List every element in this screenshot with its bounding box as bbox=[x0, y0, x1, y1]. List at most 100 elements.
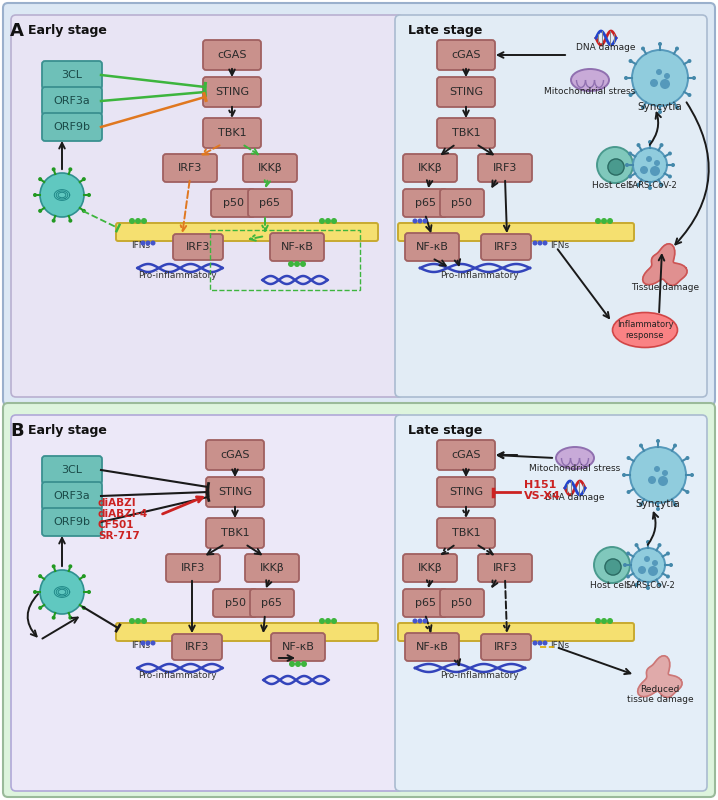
FancyBboxPatch shape bbox=[42, 113, 102, 141]
Text: IFNs: IFNs bbox=[131, 241, 150, 250]
Circle shape bbox=[648, 140, 652, 144]
Circle shape bbox=[52, 616, 56, 620]
Circle shape bbox=[628, 174, 632, 178]
Circle shape bbox=[660, 183, 663, 187]
FancyBboxPatch shape bbox=[395, 415, 707, 791]
Circle shape bbox=[82, 574, 86, 578]
Circle shape bbox=[331, 218, 337, 224]
FancyBboxPatch shape bbox=[42, 61, 102, 89]
Circle shape bbox=[135, 218, 141, 224]
Circle shape bbox=[623, 563, 627, 567]
FancyBboxPatch shape bbox=[206, 440, 264, 470]
Text: Reduced
tissue damage: Reduced tissue damage bbox=[627, 685, 694, 704]
Ellipse shape bbox=[612, 313, 678, 347]
Circle shape bbox=[626, 574, 630, 578]
Circle shape bbox=[68, 167, 73, 171]
Circle shape bbox=[543, 241, 548, 246]
FancyBboxPatch shape bbox=[11, 15, 403, 397]
Circle shape bbox=[648, 186, 652, 190]
Circle shape bbox=[687, 59, 691, 63]
Circle shape bbox=[151, 241, 156, 246]
Circle shape bbox=[646, 586, 650, 590]
Circle shape bbox=[660, 143, 663, 147]
Text: Syncytia: Syncytia bbox=[635, 499, 681, 509]
Circle shape bbox=[673, 502, 677, 506]
Circle shape bbox=[658, 110, 662, 114]
Circle shape bbox=[626, 551, 630, 555]
Circle shape bbox=[648, 566, 658, 576]
FancyBboxPatch shape bbox=[403, 189, 447, 217]
FancyBboxPatch shape bbox=[203, 77, 261, 107]
FancyBboxPatch shape bbox=[42, 87, 102, 115]
Text: Pro-inflammatory: Pro-inflammatory bbox=[138, 671, 217, 680]
Text: ORF3a: ORF3a bbox=[54, 96, 90, 106]
Text: SR-717: SR-717 bbox=[98, 531, 140, 541]
FancyBboxPatch shape bbox=[203, 118, 261, 148]
FancyBboxPatch shape bbox=[116, 623, 378, 641]
Circle shape bbox=[289, 661, 295, 667]
FancyBboxPatch shape bbox=[116, 223, 378, 241]
Text: DNA damage: DNA damage bbox=[545, 493, 605, 502]
FancyBboxPatch shape bbox=[173, 234, 223, 260]
Circle shape bbox=[632, 50, 688, 106]
Text: ORF9b: ORF9b bbox=[54, 122, 90, 132]
Circle shape bbox=[325, 218, 331, 224]
Text: Mitochondrial stress: Mitochondrial stress bbox=[544, 87, 635, 96]
Circle shape bbox=[641, 46, 645, 50]
FancyBboxPatch shape bbox=[42, 482, 102, 510]
Text: IKKβ: IKKβ bbox=[418, 563, 442, 573]
Circle shape bbox=[33, 590, 37, 594]
Circle shape bbox=[627, 490, 630, 494]
Text: STING: STING bbox=[215, 87, 249, 97]
Circle shape bbox=[82, 177, 86, 181]
Circle shape bbox=[40, 173, 84, 217]
Circle shape bbox=[673, 443, 677, 447]
Circle shape bbox=[650, 166, 660, 176]
Circle shape bbox=[635, 543, 638, 547]
Text: Mitochondrial stress: Mitochondrial stress bbox=[529, 464, 620, 473]
Circle shape bbox=[301, 661, 307, 667]
FancyBboxPatch shape bbox=[42, 456, 102, 484]
Text: IRF3: IRF3 bbox=[181, 563, 205, 573]
Circle shape bbox=[422, 618, 427, 623]
Text: ORF3a: ORF3a bbox=[54, 491, 90, 501]
Text: p65: p65 bbox=[261, 598, 282, 608]
Text: IRF3: IRF3 bbox=[186, 242, 210, 252]
Circle shape bbox=[82, 209, 86, 213]
Circle shape bbox=[533, 641, 538, 646]
Circle shape bbox=[658, 476, 668, 486]
Text: p65: p65 bbox=[259, 198, 281, 208]
FancyBboxPatch shape bbox=[437, 518, 495, 548]
Circle shape bbox=[666, 574, 670, 578]
Circle shape bbox=[662, 470, 668, 476]
FancyBboxPatch shape bbox=[211, 189, 255, 217]
Circle shape bbox=[605, 559, 621, 575]
Text: p65: p65 bbox=[414, 598, 436, 608]
Circle shape bbox=[607, 618, 613, 624]
Text: TBK1: TBK1 bbox=[452, 528, 480, 538]
FancyBboxPatch shape bbox=[203, 40, 261, 70]
Circle shape bbox=[668, 151, 672, 155]
Circle shape bbox=[625, 163, 629, 167]
Text: cGAS: cGAS bbox=[218, 50, 247, 60]
Ellipse shape bbox=[556, 447, 594, 469]
Text: A: A bbox=[10, 22, 24, 40]
Circle shape bbox=[87, 590, 91, 594]
Text: Syncytia: Syncytia bbox=[638, 102, 682, 112]
Text: p50: p50 bbox=[452, 598, 472, 608]
Text: STING: STING bbox=[449, 87, 483, 97]
Circle shape bbox=[607, 218, 613, 224]
Text: p65: p65 bbox=[414, 198, 436, 208]
Text: cGAS: cGAS bbox=[451, 50, 481, 60]
Text: Host cell: Host cell bbox=[590, 581, 630, 590]
Polygon shape bbox=[638, 656, 682, 698]
Circle shape bbox=[543, 641, 548, 646]
Text: Late stage: Late stage bbox=[408, 24, 482, 37]
Circle shape bbox=[630, 447, 686, 503]
Text: IKKβ: IKKβ bbox=[258, 163, 282, 173]
Circle shape bbox=[146, 641, 151, 646]
Circle shape bbox=[135, 618, 141, 624]
Circle shape bbox=[639, 502, 643, 506]
Circle shape bbox=[636, 183, 640, 187]
Circle shape bbox=[633, 148, 667, 182]
